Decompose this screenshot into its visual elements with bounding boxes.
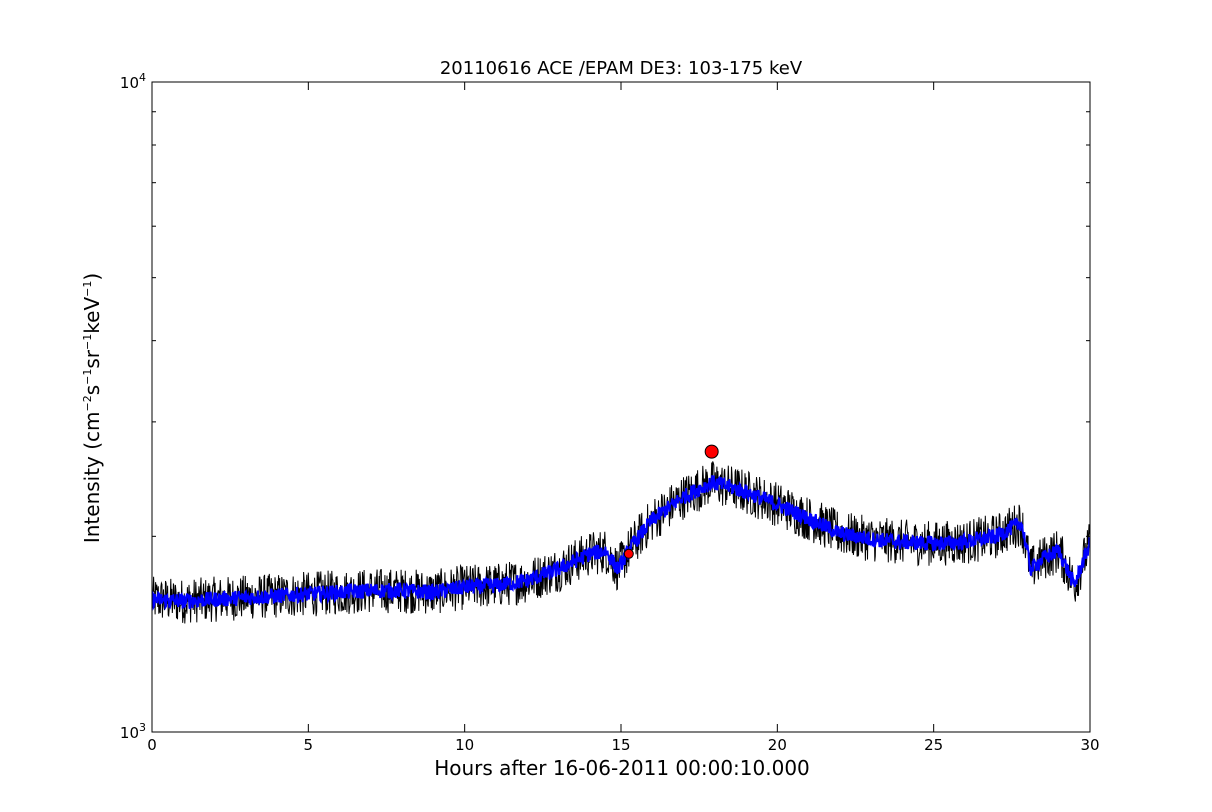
x-tick-label: 30 xyxy=(1080,736,1099,754)
marker-point-1 xyxy=(623,548,634,559)
series-raw-line xyxy=(152,461,1090,624)
y-axis-label: Intensity (cm−2s−1sr−1keV−1) xyxy=(80,273,104,543)
x-tick-label: 10 xyxy=(455,736,474,754)
y-tick-label: 103 xyxy=(120,721,146,742)
x-tick-label: 0 xyxy=(147,736,157,754)
x-tick-label: 15 xyxy=(611,736,630,754)
x-tick-label: 25 xyxy=(924,736,943,754)
x-tick-label: 20 xyxy=(768,736,787,754)
plot-frame xyxy=(151,81,1091,733)
y-tick-label: 104 xyxy=(120,71,146,92)
series-smoothed-line xyxy=(152,475,1090,611)
x-axis-label: Hours after 16-06-2011 00:00:10.000 xyxy=(434,756,810,780)
chart-title: 20110616 ACE /EPAM DE3: 103-175 keV xyxy=(440,58,803,79)
marker-point-2 xyxy=(704,444,719,459)
x-tick-label: 5 xyxy=(304,736,314,754)
